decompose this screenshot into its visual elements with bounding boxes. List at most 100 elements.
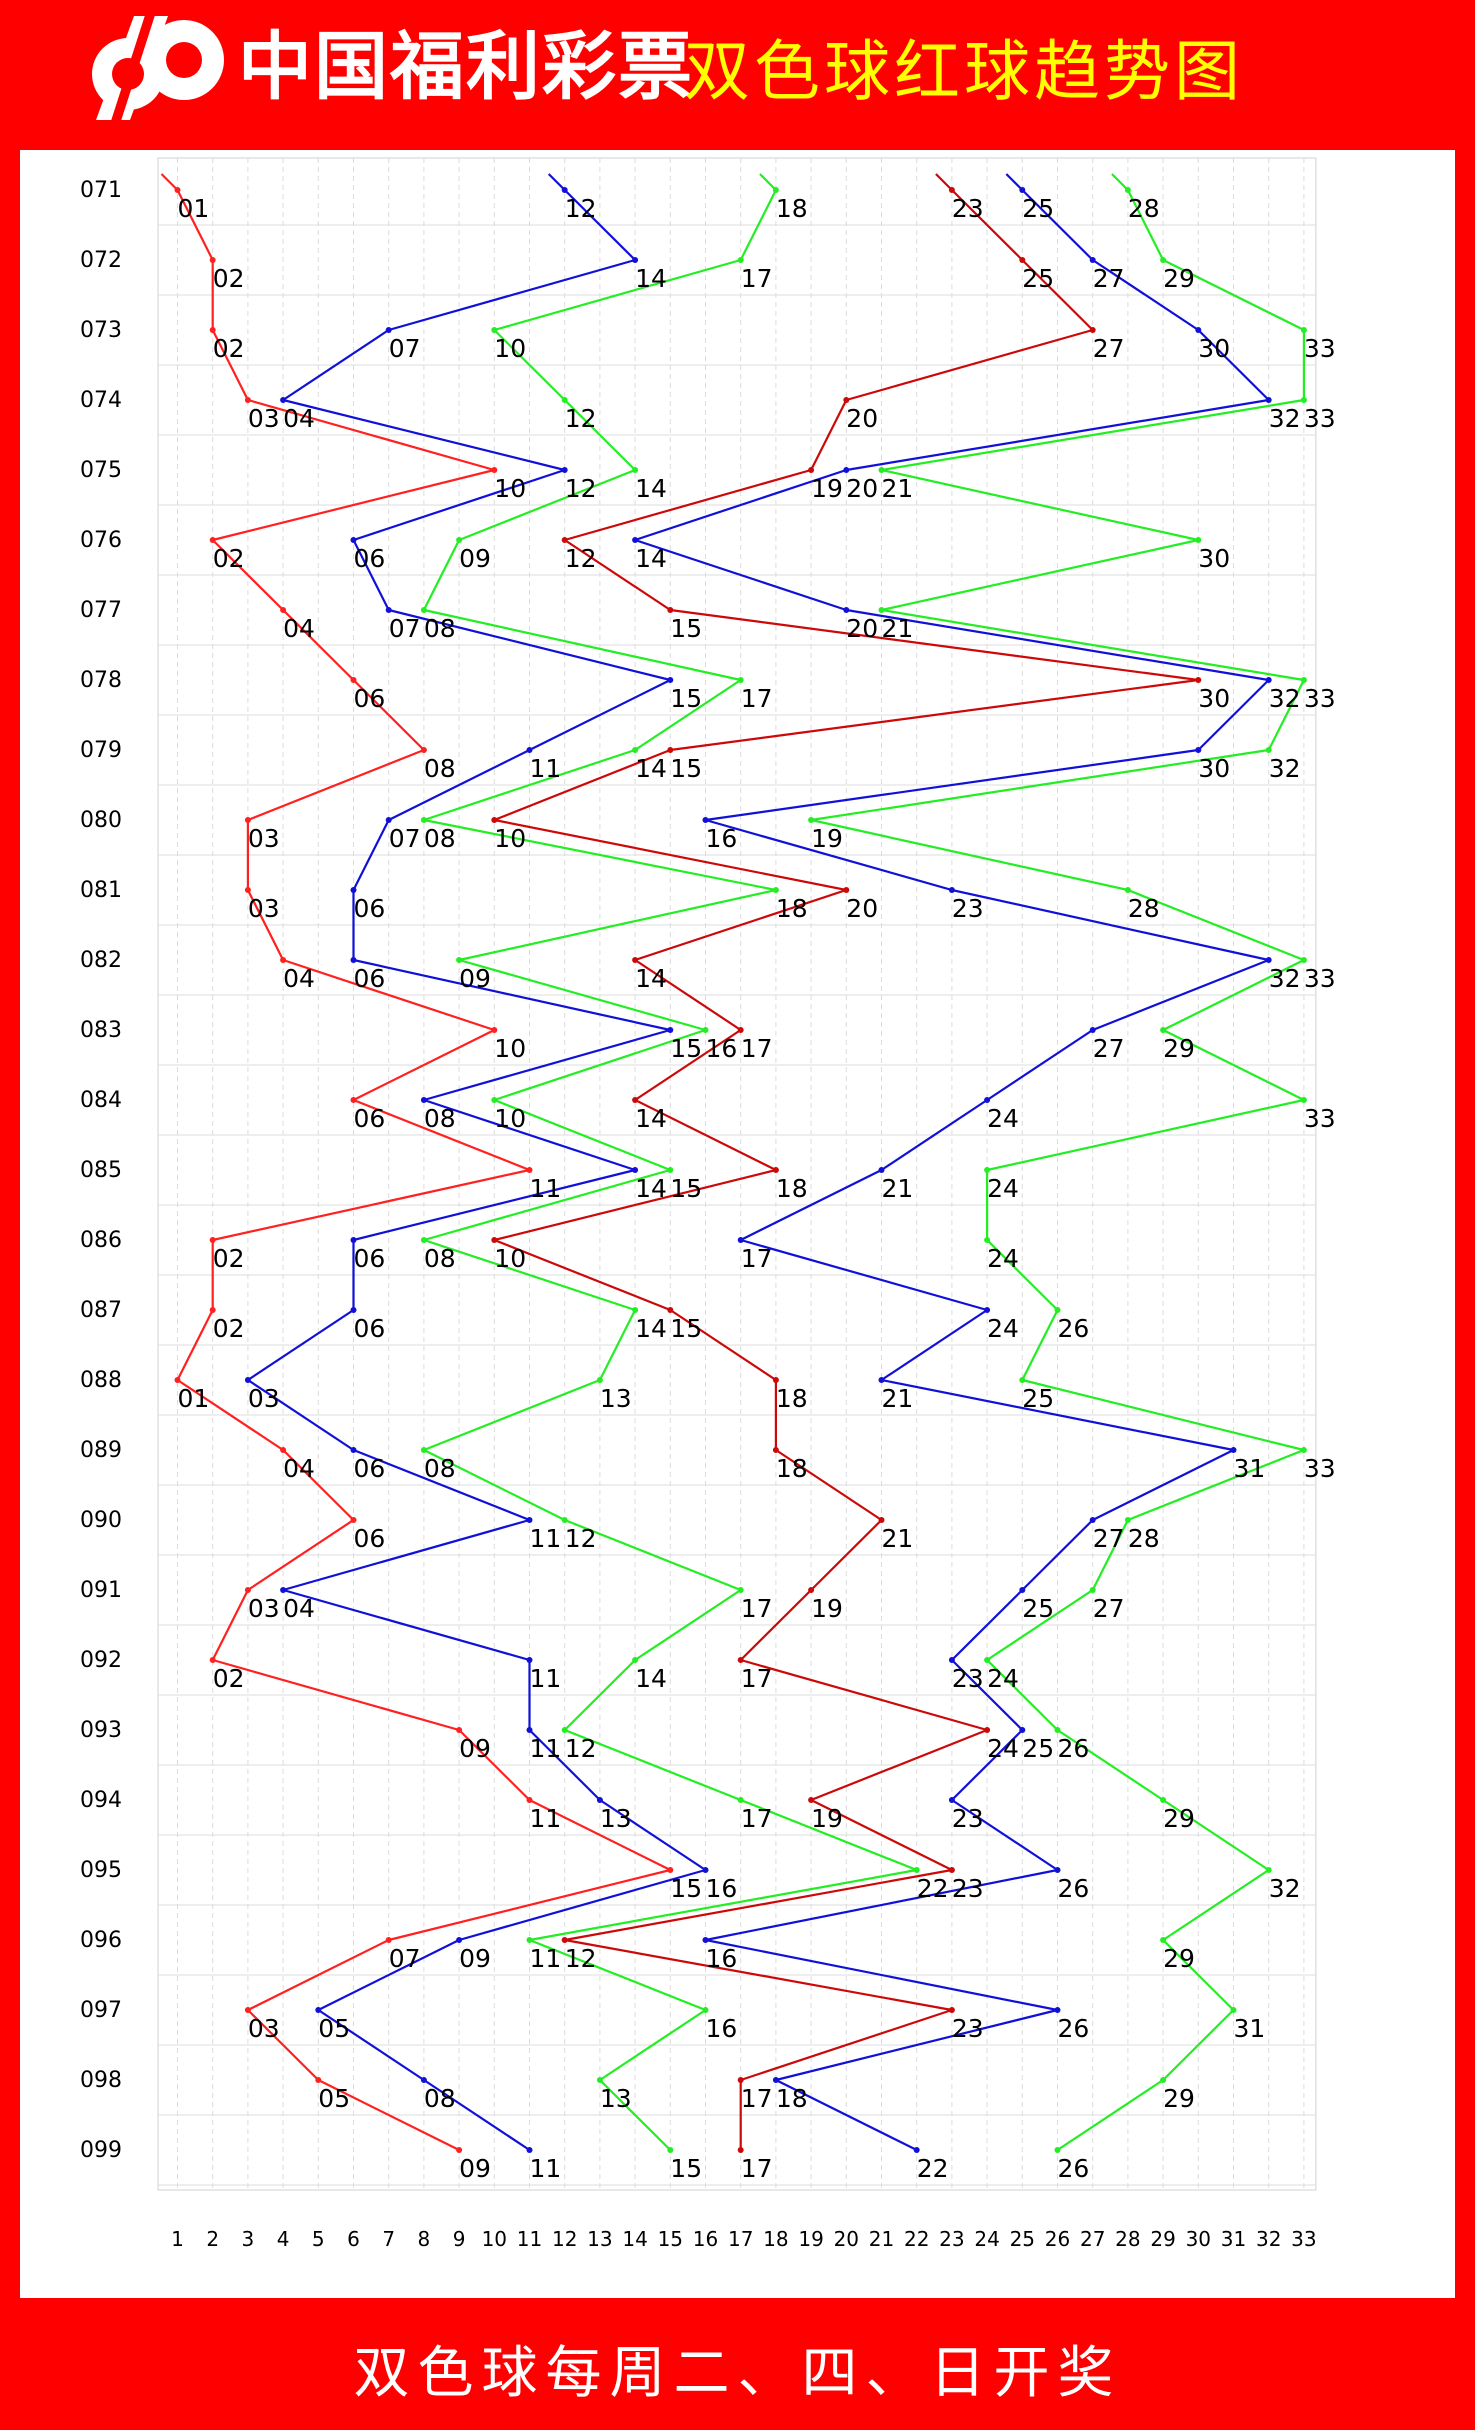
- x-tick-label: 25: [1010, 2227, 1035, 2251]
- data-point: [737, 1587, 744, 1593]
- data-point: [1019, 257, 1026, 263]
- data-point: [280, 957, 287, 963]
- data-point: [667, 1867, 674, 1873]
- data-point: [280, 1447, 287, 1453]
- drawn-number-label: 12: [565, 194, 597, 223]
- issue-label: 086: [80, 1228, 122, 1253]
- data-point: [984, 1167, 991, 1173]
- drawn-number-label: 14: [635, 754, 667, 783]
- drawn-number-label: 27: [1093, 334, 1125, 363]
- data-point: [667, 747, 674, 753]
- data-point: [350, 1097, 357, 1103]
- data-point: [632, 747, 639, 753]
- data-point: [1054, 1307, 1061, 1313]
- drawn-number-label: 19: [811, 474, 843, 503]
- drawn-number-label: 32: [1269, 684, 1301, 713]
- x-tick-label: 5: [312, 2227, 325, 2251]
- drawn-number-label: 33: [1304, 684, 1336, 713]
- data-point: [456, 1937, 463, 1943]
- data-point: [420, 817, 427, 823]
- data-point: [1300, 397, 1307, 403]
- data-point: [1195, 677, 1202, 683]
- data-point: [526, 1167, 533, 1173]
- data-point: [1300, 327, 1307, 333]
- data-point: [280, 397, 287, 403]
- drawn-number-label: 23: [952, 1664, 984, 1693]
- drawn-number-label: 15: [670, 1314, 702, 1343]
- drawn-number-label: 17: [741, 1804, 773, 1833]
- data-point: [526, 2147, 533, 2153]
- data-point: [526, 1797, 533, 1803]
- issue-label: 077: [80, 598, 122, 623]
- data-point: [561, 467, 568, 473]
- data-point: [385, 607, 392, 613]
- drawn-number-label: 02: [213, 334, 245, 363]
- data-point: [420, 1097, 427, 1103]
- drawn-number-label: 31: [1234, 1454, 1266, 1483]
- issue-label: 089: [80, 1438, 122, 1463]
- x-tick-label: 2: [206, 2227, 219, 2251]
- drawn-number-label: 16: [706, 824, 738, 853]
- data-point: [1054, 1727, 1061, 1733]
- data-point: [737, 1027, 744, 1033]
- data-point: [209, 537, 216, 543]
- data-point: [737, 2077, 744, 2083]
- data-point: [1160, 257, 1167, 263]
- drawn-number-label: 15: [670, 1874, 702, 1903]
- issue-label: 096: [80, 1928, 122, 1953]
- data-point: [913, 2147, 920, 2153]
- drawn-number-label: 30: [1198, 754, 1230, 783]
- data-point: [737, 1237, 744, 1243]
- data-point: [174, 1377, 181, 1383]
- x-tick-label: 29: [1150, 2227, 1175, 2251]
- drawn-number-label: 16: [706, 2014, 738, 2043]
- data-point: [667, 607, 674, 613]
- drawn-number-label: 32: [1269, 964, 1301, 993]
- data-point: [1089, 1587, 1096, 1593]
- drawn-number-label: 20: [846, 614, 878, 643]
- drawn-number-label: 10: [494, 1104, 526, 1133]
- data-point: [878, 607, 885, 613]
- data-point: [878, 1517, 885, 1523]
- x-tick-label: 32: [1256, 2227, 1281, 2251]
- drawn-number-label: 24: [987, 1664, 1019, 1693]
- x-tick-label: 27: [1080, 2227, 1105, 2251]
- drawn-number-label: 20: [846, 474, 878, 503]
- data-point: [350, 1517, 357, 1523]
- x-tick-label: 20: [834, 2227, 859, 2251]
- drawn-number-label: 22: [917, 2154, 949, 2183]
- drawn-number-label: 09: [459, 964, 491, 993]
- data-point: [209, 257, 216, 263]
- data-point: [1195, 537, 1202, 543]
- data-point: [280, 607, 287, 613]
- drawn-number-label: 10: [494, 824, 526, 853]
- data-point: [913, 1867, 920, 1873]
- drawn-number-label: 03: [248, 894, 280, 923]
- x-tick-label: 8: [418, 2227, 431, 2251]
- drawn-number-label: 18: [776, 1384, 808, 1413]
- data-point: [596, 2077, 603, 2083]
- data-point: [1089, 1517, 1096, 1523]
- drawn-number-label: 17: [741, 1244, 773, 1273]
- drawn-number-label: 11: [530, 1174, 562, 1203]
- drawn-number-label: 16: [706, 1944, 738, 1973]
- drawn-number-label: 15: [670, 684, 702, 713]
- series-line: [160, 173, 672, 2151]
- issue-label: 071: [80, 178, 122, 203]
- drawn-number-label: 06: [354, 1104, 386, 1133]
- data-point: [737, 257, 744, 263]
- drawn-number-label: 07: [389, 334, 421, 363]
- data-point: [772, 187, 779, 193]
- drawn-number-label: 23: [952, 194, 984, 223]
- data-point: [984, 1657, 991, 1663]
- data-point: [772, 1447, 779, 1453]
- drawn-number-label: 09: [459, 2154, 491, 2183]
- data-point: [244, 1587, 251, 1593]
- data-point: [350, 1307, 357, 1313]
- data-point: [456, 2147, 463, 2153]
- data-point: [984, 1727, 991, 1733]
- data-point: [280, 1587, 287, 1593]
- data-point: [632, 537, 639, 543]
- data-point: [456, 957, 463, 963]
- x-tick-label: 33: [1291, 2227, 1316, 2251]
